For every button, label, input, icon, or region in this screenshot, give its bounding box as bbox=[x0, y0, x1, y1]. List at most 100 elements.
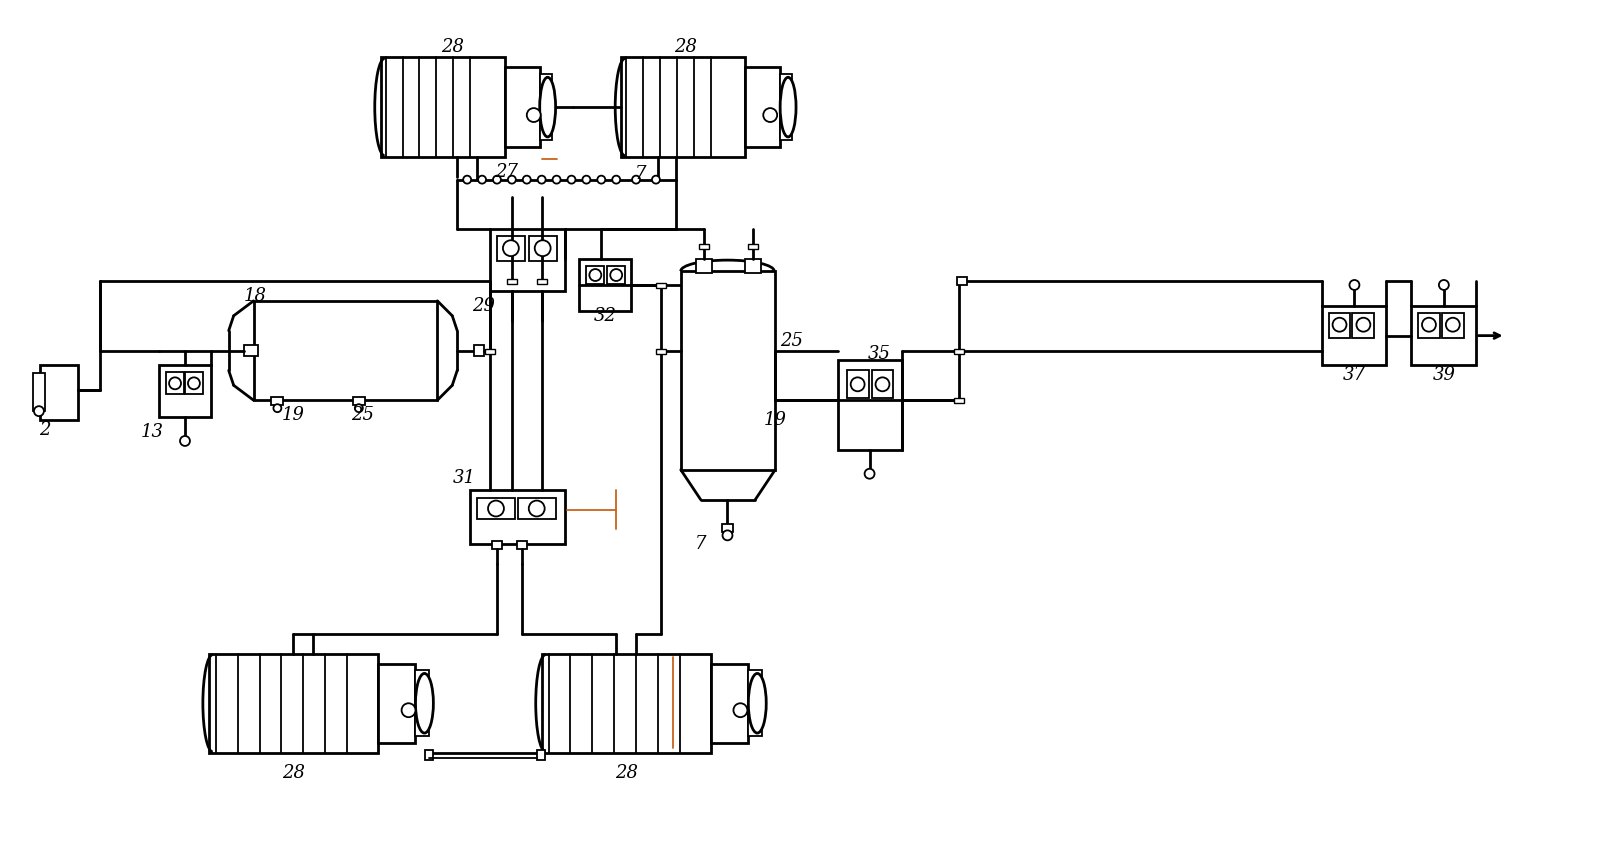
Bar bbox=[536, 750, 544, 759]
Ellipse shape bbox=[568, 176, 576, 184]
Text: 2: 2 bbox=[39, 421, 51, 439]
Bar bbox=[1411, 306, 1475, 365]
Ellipse shape bbox=[169, 377, 181, 389]
Ellipse shape bbox=[722, 531, 732, 540]
Bar bbox=[847, 370, 868, 398]
Bar bbox=[695, 259, 711, 273]
Ellipse shape bbox=[526, 108, 541, 122]
Text: 37: 37 bbox=[1343, 367, 1366, 384]
Ellipse shape bbox=[1440, 280, 1449, 290]
Ellipse shape bbox=[1332, 317, 1347, 332]
Ellipse shape bbox=[478, 176, 486, 184]
Bar bbox=[681, 271, 775, 470]
Bar bbox=[159, 365, 210, 417]
Bar bbox=[493, 541, 502, 550]
Bar bbox=[380, 57, 506, 157]
Ellipse shape bbox=[180, 436, 189, 446]
Ellipse shape bbox=[610, 269, 623, 281]
Ellipse shape bbox=[1356, 317, 1371, 332]
Text: 39: 39 bbox=[1432, 367, 1456, 384]
Bar bbox=[953, 349, 965, 354]
Ellipse shape bbox=[493, 176, 501, 184]
Ellipse shape bbox=[528, 500, 544, 517]
Bar bbox=[1321, 306, 1387, 365]
Ellipse shape bbox=[748, 674, 766, 733]
Bar bbox=[745, 259, 761, 273]
Text: 7: 7 bbox=[695, 535, 706, 553]
Ellipse shape bbox=[273, 404, 281, 412]
Bar bbox=[838, 361, 902, 450]
Bar bbox=[485, 349, 494, 354]
Bar bbox=[40, 365, 77, 420]
Bar bbox=[748, 244, 758, 249]
Text: 27: 27 bbox=[496, 163, 518, 180]
Ellipse shape bbox=[1422, 317, 1436, 332]
Bar bbox=[507, 279, 517, 284]
Bar bbox=[579, 259, 631, 310]
Bar bbox=[780, 75, 791, 140]
Ellipse shape bbox=[534, 240, 551, 256]
Text: 29: 29 bbox=[472, 297, 496, 315]
Bar bbox=[377, 663, 416, 743]
Bar bbox=[425, 750, 433, 759]
Text: 25: 25 bbox=[351, 406, 374, 424]
Ellipse shape bbox=[507, 176, 515, 184]
Bar bbox=[518, 498, 555, 519]
Ellipse shape bbox=[851, 377, 865, 391]
Bar bbox=[872, 370, 894, 398]
Text: 32: 32 bbox=[594, 307, 616, 325]
Bar bbox=[528, 237, 557, 261]
Text: 28: 28 bbox=[674, 38, 697, 56]
Ellipse shape bbox=[523, 176, 531, 184]
Bar bbox=[498, 237, 525, 261]
Text: 35: 35 bbox=[868, 344, 891, 362]
Ellipse shape bbox=[416, 674, 433, 733]
Bar bbox=[656, 349, 666, 354]
Bar bbox=[490, 229, 565, 291]
Bar bbox=[353, 397, 364, 405]
Ellipse shape bbox=[876, 377, 889, 391]
Bar bbox=[1353, 313, 1374, 337]
Ellipse shape bbox=[401, 703, 416, 717]
Bar bbox=[536, 279, 547, 284]
Bar bbox=[517, 541, 526, 550]
Bar bbox=[539, 75, 552, 140]
Ellipse shape bbox=[538, 176, 546, 184]
Bar bbox=[586, 266, 603, 284]
Bar bbox=[244, 344, 257, 356]
Bar bbox=[271, 397, 284, 405]
Ellipse shape bbox=[764, 108, 777, 122]
Text: 7: 7 bbox=[636, 165, 647, 183]
Ellipse shape bbox=[488, 500, 504, 517]
Ellipse shape bbox=[597, 176, 605, 184]
Bar bbox=[1441, 313, 1464, 337]
Bar bbox=[254, 301, 437, 401]
Ellipse shape bbox=[188, 377, 201, 389]
Bar bbox=[698, 244, 708, 249]
Bar bbox=[506, 68, 539, 147]
Text: 13: 13 bbox=[141, 423, 164, 441]
Text: 31: 31 bbox=[453, 469, 475, 486]
Bar bbox=[1419, 313, 1440, 337]
Ellipse shape bbox=[552, 176, 560, 184]
Bar bbox=[34, 374, 45, 411]
Bar bbox=[473, 344, 485, 356]
Bar bbox=[953, 398, 965, 403]
Bar bbox=[416, 670, 430, 736]
Text: 19: 19 bbox=[282, 406, 305, 424]
Ellipse shape bbox=[612, 176, 620, 184]
Ellipse shape bbox=[632, 176, 640, 184]
Bar bbox=[656, 283, 666, 288]
Bar bbox=[745, 68, 780, 147]
Bar bbox=[185, 373, 202, 394]
Ellipse shape bbox=[652, 176, 660, 184]
Ellipse shape bbox=[780, 77, 796, 137]
Bar bbox=[1329, 313, 1350, 337]
Text: 25: 25 bbox=[780, 331, 804, 349]
Bar bbox=[607, 266, 624, 284]
Bar bbox=[470, 490, 565, 544]
Bar bbox=[541, 654, 711, 753]
Bar bbox=[209, 654, 377, 753]
Bar bbox=[722, 525, 733, 532]
Bar bbox=[711, 663, 748, 743]
